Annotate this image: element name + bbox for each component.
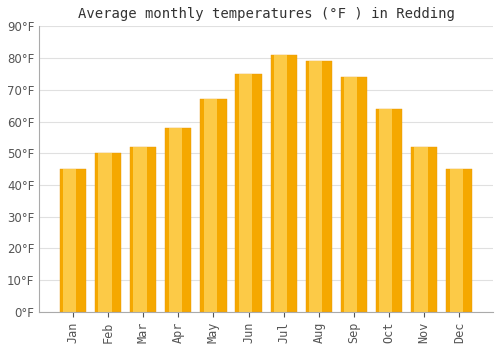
- Bar: [414, 147, 428, 312]
- Bar: [450, 169, 462, 312]
- Bar: [200, 99, 226, 312]
- Bar: [236, 74, 262, 312]
- Bar: [306, 61, 332, 312]
- Bar: [344, 77, 358, 312]
- Title: Average monthly temperatures (°F ) in Redding: Average monthly temperatures (°F ) in Re…: [78, 7, 454, 21]
- Bar: [274, 55, 287, 312]
- Bar: [130, 147, 156, 312]
- Bar: [376, 109, 402, 312]
- Bar: [411, 147, 438, 312]
- Bar: [60, 169, 86, 312]
- Bar: [95, 153, 122, 312]
- Bar: [165, 128, 192, 312]
- Bar: [239, 74, 252, 312]
- Bar: [98, 153, 112, 312]
- Bar: [270, 55, 297, 312]
- Bar: [340, 77, 367, 312]
- Bar: [380, 109, 392, 312]
- Bar: [309, 61, 322, 312]
- Bar: [168, 128, 182, 312]
- Bar: [204, 99, 217, 312]
- Bar: [63, 169, 76, 312]
- Bar: [134, 147, 146, 312]
- Bar: [446, 169, 472, 312]
